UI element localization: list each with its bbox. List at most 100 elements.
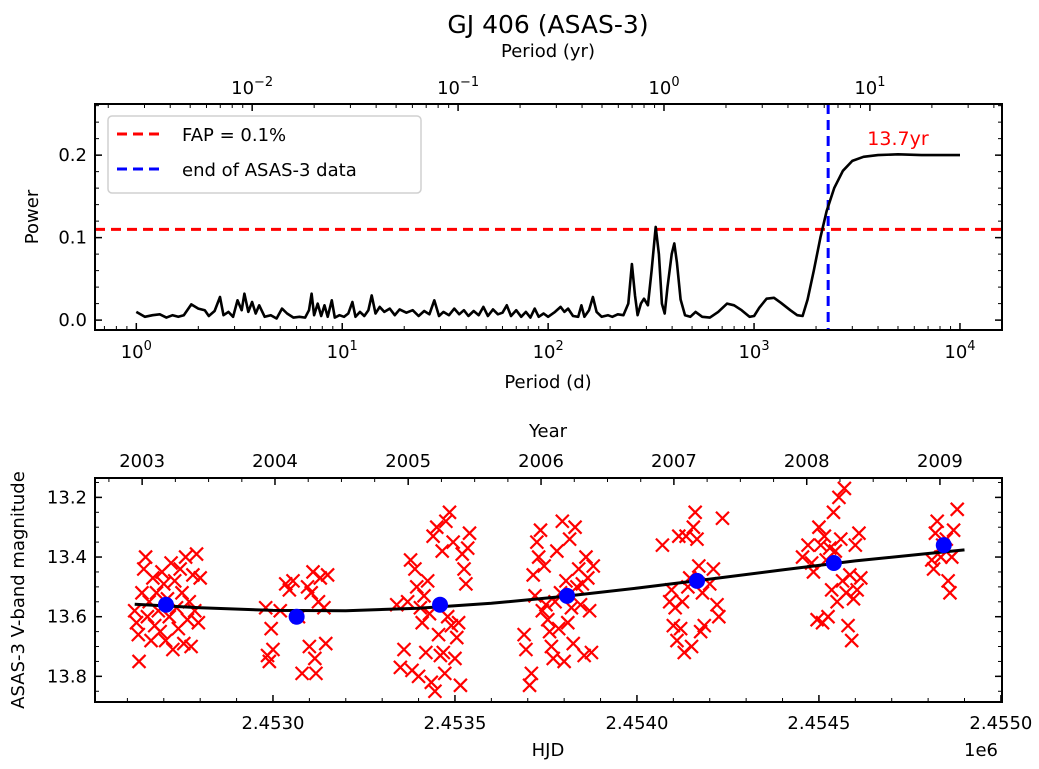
observation-point	[449, 630, 465, 645]
observation-point	[442, 505, 457, 520]
observation-point	[556, 654, 572, 669]
observation-point	[440, 609, 455, 624]
observation-point	[536, 558, 552, 574]
observation-point	[560, 615, 576, 630]
observation-point	[158, 633, 173, 648]
observation-point	[824, 582, 839, 598]
observation-point	[285, 573, 301, 589]
mean-point	[157, 596, 174, 613]
observation-point	[573, 597, 588, 613]
observation-point	[140, 609, 155, 624]
observation-point	[167, 573, 182, 589]
sec-x-tick-label-6: 2009	[917, 451, 963, 472]
top-xlabel: Period (d)	[504, 372, 591, 393]
bottom-x-offset: 1e6	[964, 740, 998, 761]
sec-x-tick-label-5: 2008	[784, 451, 830, 472]
observation-point	[924, 552, 940, 568]
bottom-ylabel: ASAS-3 V-band magnitude	[8, 471, 29, 709]
observation-point	[434, 543, 450, 559]
observation-point	[540, 612, 556, 627]
observation-point	[691, 558, 707, 574]
observation-point	[666, 618, 681, 633]
observation-point	[180, 612, 195, 627]
mean-point	[825, 555, 842, 572]
x-tick-label-0: 100	[121, 339, 152, 363]
legend-fap-label: FAP = 0.1%	[182, 125, 286, 146]
observation-point	[414, 615, 430, 630]
observation-point	[176, 636, 192, 651]
mean-point	[688, 572, 705, 589]
observation-point	[265, 642, 281, 657]
observation-point	[145, 570, 161, 586]
top-secondary-xaxis-label: Period (yr)	[501, 41, 595, 62]
observation-point	[582, 603, 597, 619]
sec-x-tick-label-3: 101	[854, 75, 885, 99]
observation-point	[837, 481, 852, 496]
observation-point	[558, 573, 574, 589]
observation-point	[303, 585, 319, 601]
observation-point	[313, 570, 328, 586]
observation-point	[522, 678, 537, 693]
y-tick-label-3: 13.8	[47, 666, 87, 687]
x-tick-label-2: 2.4540	[605, 713, 668, 734]
sec-x-tick-label-0: 10−2	[231, 75, 273, 99]
observation-point	[928, 525, 943, 541]
observation-point	[684, 639, 699, 654]
observation-point	[686, 519, 701, 535]
observation-point	[715, 510, 730, 526]
observation-point	[846, 591, 861, 607]
observation-point	[302, 639, 317, 654]
observation-point	[529, 534, 545, 550]
observation-point	[451, 615, 466, 630]
lightcurve-plot: 2.4530 2.4535 2.4540 2.4545 2.4550 13.2 13.4 13…	[47, 477, 1032, 734]
x-tick-label-4: 2.4550	[969, 713, 1032, 734]
observation-point	[545, 651, 561, 666]
observation-point	[709, 597, 725, 613]
mean-point	[288, 608, 305, 625]
bottom-secondary-xaxis-ticks: 2003 2004 2005 2006 2007 2008 2009	[108, 451, 974, 485]
observation-point	[671, 528, 687, 544]
observation-point	[131, 654, 147, 669]
observation-point	[437, 666, 453, 681]
observation-point	[555, 513, 570, 529]
observation-point	[263, 621, 279, 636]
observation-point	[800, 537, 816, 553]
observation-point	[576, 648, 592, 663]
observation-point	[848, 537, 863, 553]
observation-point	[425, 528, 441, 544]
observation-point	[416, 588, 432, 604]
observation-point	[562, 531, 577, 547]
observation-point	[811, 519, 827, 535]
observation-point	[445, 534, 461, 550]
observation-point	[549, 543, 565, 559]
x-tick-label-3: 2.4545	[787, 713, 850, 734]
observation-point	[131, 627, 146, 642]
observation-point	[675, 594, 690, 610]
observation-point	[258, 600, 273, 616]
bottom-xlabel: HJD	[532, 740, 565, 761]
observation-point	[411, 669, 426, 684]
observation-point	[458, 576, 474, 592]
legend-end-label: end of ASAS-3 data	[182, 160, 357, 181]
observation-point	[849, 582, 865, 598]
observation-point	[578, 549, 594, 565]
observation-point	[533, 522, 548, 538]
observation-point	[544, 639, 559, 654]
y-tick-label-0: 13.2	[47, 487, 87, 508]
observation-point	[851, 525, 867, 541]
observation-point	[565, 636, 581, 651]
observation-point	[134, 585, 150, 601]
observation-point	[817, 528, 832, 544]
mean-point	[935, 537, 952, 554]
observation-point	[444, 618, 459, 633]
observation-point	[689, 531, 705, 547]
observation-point	[436, 645, 451, 660]
observation-point	[826, 505, 841, 520]
observation-point	[706, 561, 721, 577]
bottom-secondary-xaxis-label: Year	[528, 421, 568, 442]
observation-point	[525, 567, 541, 583]
observation-point	[396, 642, 412, 657]
observation-point	[678, 528, 694, 544]
observation-point	[129, 615, 144, 630]
